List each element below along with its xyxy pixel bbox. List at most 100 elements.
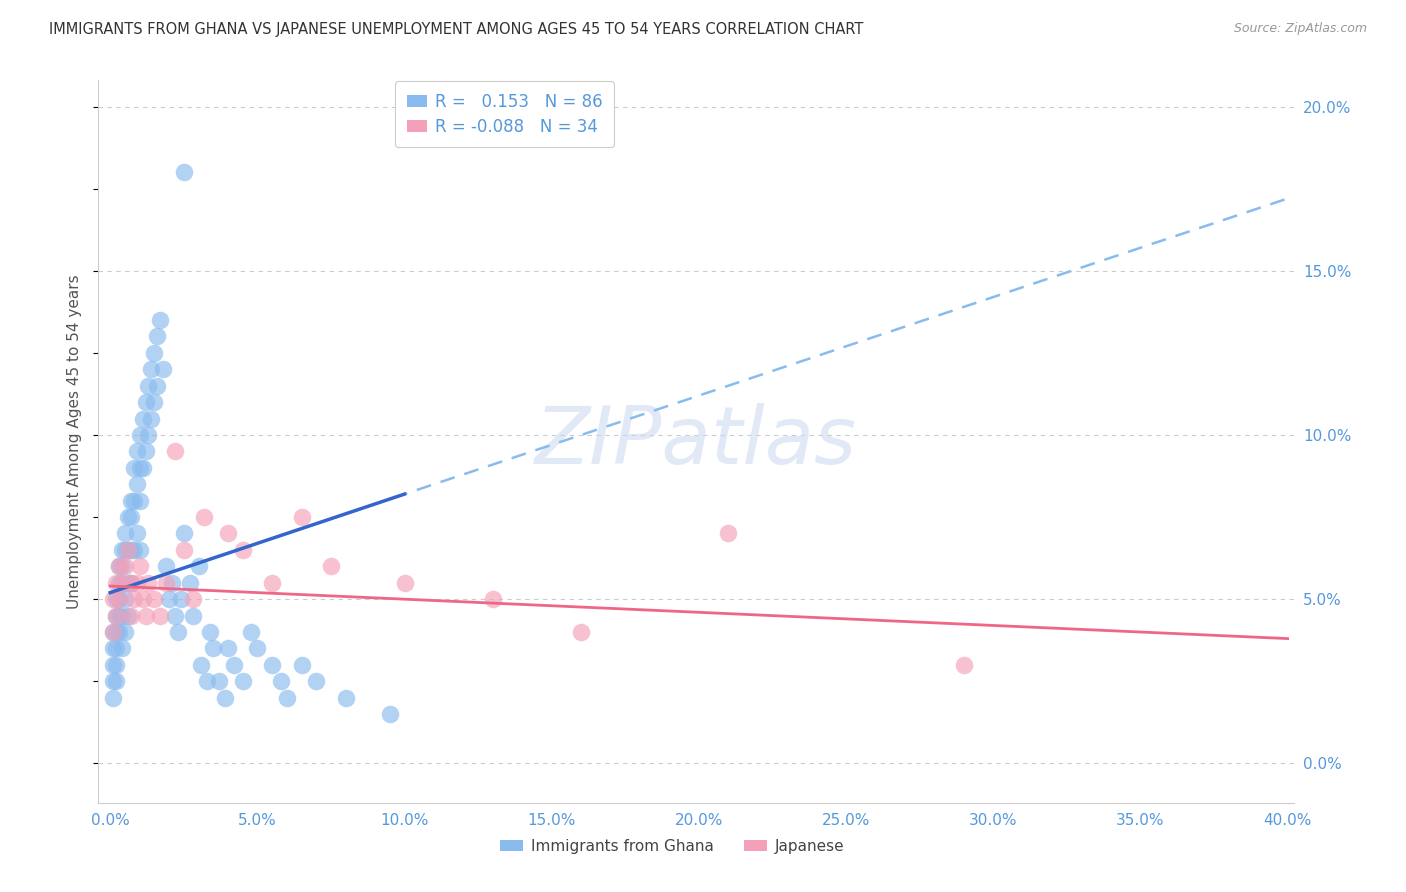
Point <box>117 575 139 590</box>
Point <box>108 592 131 607</box>
Point <box>208 674 231 689</box>
Point <box>128 493 150 508</box>
Point <box>101 592 124 607</box>
Point <box>232 674 254 689</box>
Point <box>114 592 136 607</box>
Point <box>190 657 212 672</box>
Point <box>240 625 263 640</box>
Point <box>246 641 269 656</box>
Point <box>290 510 312 524</box>
Point <box>187 559 209 574</box>
Point <box>111 641 134 656</box>
Point <box>173 542 195 557</box>
Point <box>163 444 186 458</box>
Point <box>276 690 298 705</box>
Point <box>111 575 134 590</box>
Point <box>214 690 236 705</box>
Point <box>108 625 131 640</box>
Point <box>108 559 131 574</box>
Point <box>128 559 150 574</box>
Point <box>146 378 169 392</box>
Point <box>105 592 128 607</box>
Point <box>105 575 128 590</box>
Point <box>122 592 145 607</box>
Point <box>200 625 222 640</box>
Point <box>128 428 150 442</box>
Point <box>146 329 169 343</box>
Point <box>128 460 150 475</box>
Point <box>143 592 166 607</box>
Point <box>179 575 201 590</box>
Point <box>160 575 183 590</box>
Point <box>114 542 136 557</box>
Point <box>167 625 190 640</box>
Point <box>120 608 142 623</box>
Point <box>117 510 139 524</box>
Point <box>105 674 128 689</box>
Point <box>569 625 592 640</box>
Point <box>125 477 148 491</box>
Point <box>108 575 131 590</box>
Point <box>173 526 195 541</box>
Point <box>101 657 124 672</box>
Point <box>138 378 160 392</box>
Point <box>114 526 136 541</box>
Point <box>717 526 740 541</box>
Y-axis label: Unemployment Among Ages 45 to 54 years: Unemployment Among Ages 45 to 54 years <box>67 274 83 609</box>
Point <box>122 460 145 475</box>
Point <box>120 575 142 590</box>
Point <box>105 625 128 640</box>
Point <box>134 395 156 409</box>
Point <box>105 641 128 656</box>
Point <box>114 625 136 640</box>
Point <box>117 608 139 623</box>
Point <box>163 608 186 623</box>
Point <box>101 641 124 656</box>
Point <box>319 559 342 574</box>
Point <box>120 493 142 508</box>
Point <box>217 526 239 541</box>
Point <box>101 674 124 689</box>
Point <box>105 657 128 672</box>
Point <box>125 575 148 590</box>
Point <box>270 674 292 689</box>
Point <box>181 592 204 607</box>
Point <box>117 542 139 557</box>
Point <box>181 608 204 623</box>
Point <box>217 641 239 656</box>
Point <box>143 395 166 409</box>
Point <box>134 444 156 458</box>
Point <box>143 346 166 360</box>
Point <box>117 542 139 557</box>
Point <box>120 510 142 524</box>
Point <box>232 542 254 557</box>
Point <box>122 542 145 557</box>
Point <box>131 411 153 425</box>
Point <box>193 510 215 524</box>
Point <box>305 674 328 689</box>
Point <box>101 690 124 705</box>
Point <box>953 657 976 672</box>
Point <box>101 625 124 640</box>
Point <box>155 575 177 590</box>
Point <box>111 559 134 574</box>
Point <box>120 575 142 590</box>
Point <box>138 575 160 590</box>
Point <box>114 559 136 574</box>
Legend: Immigrants from Ghana, Japanese: Immigrants from Ghana, Japanese <box>494 833 851 860</box>
Point <box>394 575 416 590</box>
Point <box>222 657 245 672</box>
Point <box>149 313 172 327</box>
Point <box>108 608 131 623</box>
Point <box>141 362 163 376</box>
Point <box>101 625 124 640</box>
Point <box>378 707 401 722</box>
Point <box>195 674 218 689</box>
Point <box>138 428 160 442</box>
Point <box>125 444 148 458</box>
Point <box>105 608 128 623</box>
Point <box>125 526 148 541</box>
Point <box>141 411 163 425</box>
Point <box>173 165 195 179</box>
Text: IMMIGRANTS FROM GHANA VS JAPANESE UNEMPLOYMENT AMONG AGES 45 TO 54 YEARS CORRELA: IMMIGRANTS FROM GHANA VS JAPANESE UNEMPL… <box>49 22 863 37</box>
